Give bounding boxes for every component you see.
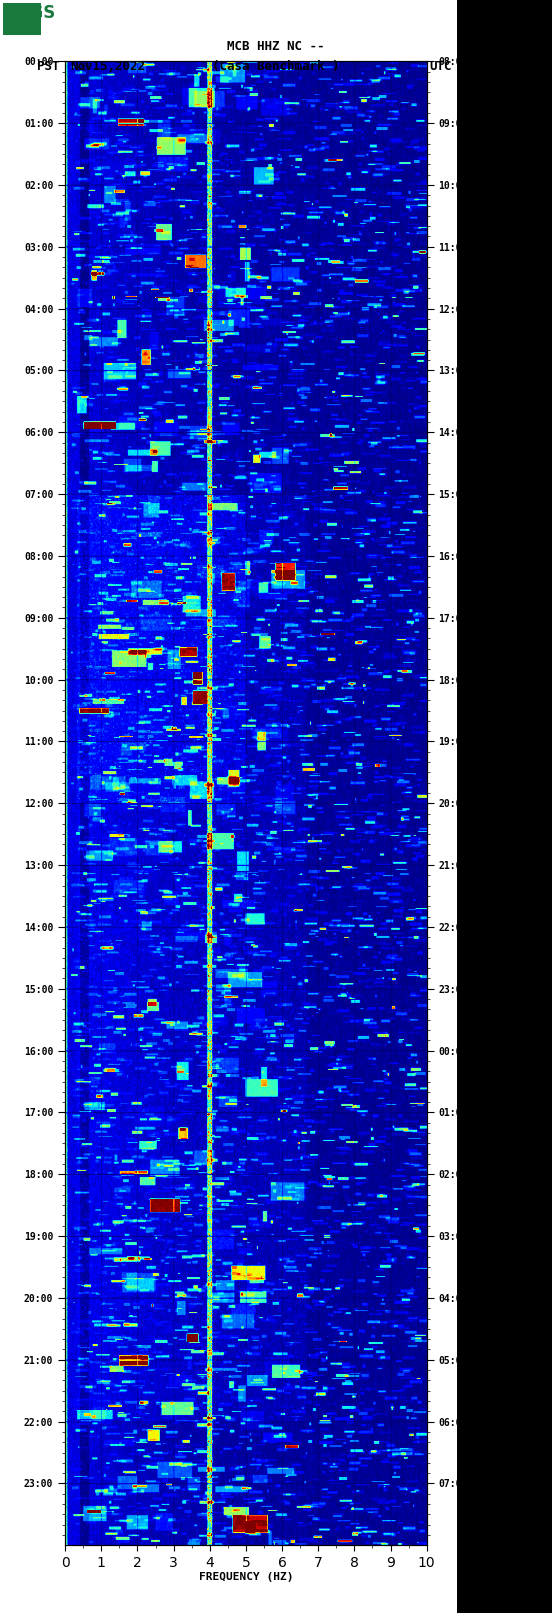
- Text: MCB HHZ NC --: MCB HHZ NC --: [227, 40, 325, 53]
- Text: (Casa Benchmark ): (Casa Benchmark ): [213, 60, 339, 73]
- Text: Nov15,2022: Nov15,2022: [71, 60, 146, 73]
- X-axis label: FREQUENCY (HZ): FREQUENCY (HZ): [199, 1573, 293, 1582]
- Text: USGS: USGS: [4, 5, 56, 23]
- Text: PST: PST: [37, 60, 60, 73]
- Text: UTC: UTC: [429, 60, 452, 73]
